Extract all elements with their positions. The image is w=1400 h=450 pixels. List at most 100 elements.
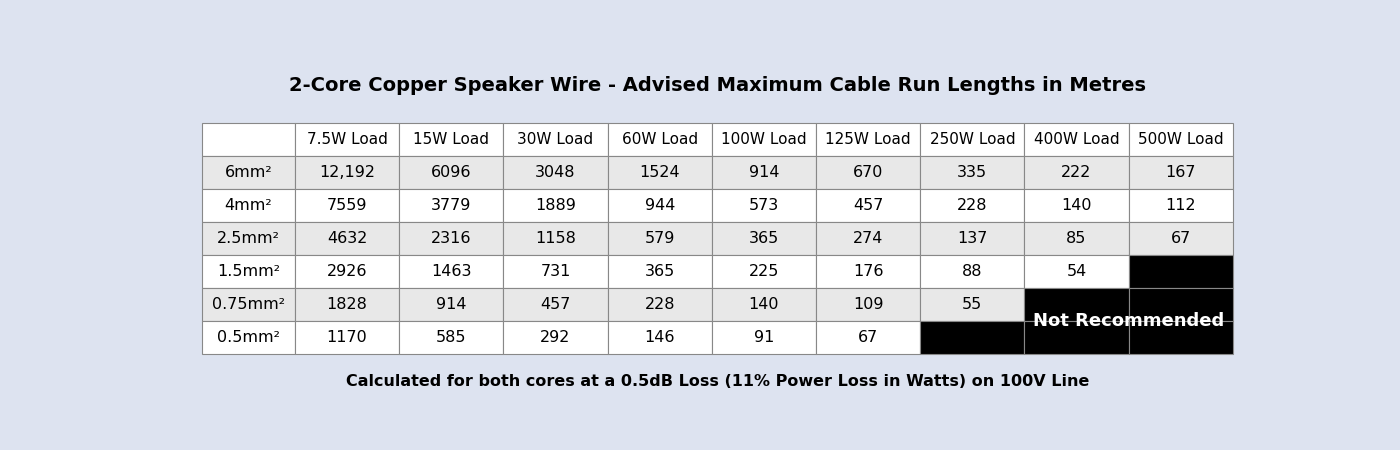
- Text: 1889: 1889: [535, 198, 575, 213]
- Bar: [608, 156, 711, 189]
- Bar: [920, 288, 1025, 321]
- Bar: [1128, 123, 1233, 156]
- Bar: [399, 321, 504, 354]
- Bar: [202, 123, 295, 156]
- Bar: [295, 321, 399, 354]
- Text: Calculated for both cores at a 0.5dB Loss (11% Power Loss in Watts) on 100V Line: Calculated for both cores at a 0.5dB Los…: [346, 374, 1089, 389]
- Bar: [295, 222, 399, 255]
- Text: 55: 55: [962, 297, 983, 312]
- Text: 67: 67: [1170, 231, 1191, 246]
- Bar: [711, 222, 816, 255]
- Bar: [1128, 156, 1233, 189]
- Bar: [920, 321, 1025, 354]
- Bar: [1025, 222, 1128, 255]
- Bar: [1128, 189, 1233, 222]
- Bar: [295, 123, 399, 156]
- Bar: [1128, 222, 1233, 255]
- Bar: [504, 321, 608, 354]
- Text: 140: 140: [749, 297, 780, 312]
- Text: 7559: 7559: [326, 198, 367, 213]
- Text: 100W Load: 100W Load: [721, 132, 806, 147]
- Text: 30W Load: 30W Load: [518, 132, 594, 147]
- Text: 944: 944: [644, 198, 675, 213]
- Bar: [920, 222, 1025, 255]
- Text: 1524: 1524: [640, 165, 680, 180]
- Text: 176: 176: [853, 264, 883, 279]
- Text: 1.5mm²: 1.5mm²: [217, 264, 280, 279]
- Text: 12,192: 12,192: [319, 165, 375, 180]
- Bar: [608, 321, 711, 354]
- Text: 85: 85: [1067, 231, 1086, 246]
- Bar: [1128, 255, 1233, 288]
- Bar: [202, 255, 295, 288]
- Bar: [202, 156, 295, 189]
- Bar: [711, 189, 816, 222]
- Bar: [920, 255, 1025, 288]
- Text: 500W Load: 500W Load: [1138, 132, 1224, 147]
- Bar: [920, 189, 1025, 222]
- Text: 225: 225: [749, 264, 780, 279]
- Bar: [816, 156, 920, 189]
- Text: 335: 335: [958, 165, 987, 180]
- Bar: [608, 222, 711, 255]
- Text: 54: 54: [1067, 264, 1086, 279]
- Text: 1170: 1170: [326, 330, 367, 345]
- Text: 1463: 1463: [431, 264, 472, 279]
- Text: 60W Load: 60W Load: [622, 132, 697, 147]
- Text: 109: 109: [853, 297, 883, 312]
- Text: 167: 167: [1166, 165, 1196, 180]
- Text: 0.5mm²: 0.5mm²: [217, 330, 280, 345]
- Text: 88: 88: [962, 264, 983, 279]
- Text: 125W Load: 125W Load: [826, 132, 911, 147]
- Bar: [504, 156, 608, 189]
- Text: 137: 137: [958, 231, 987, 246]
- Text: 6096: 6096: [431, 165, 472, 180]
- Bar: [295, 288, 399, 321]
- Text: 7.5W Load: 7.5W Load: [307, 132, 388, 147]
- Text: 292: 292: [540, 330, 571, 345]
- Text: 3779: 3779: [431, 198, 472, 213]
- Bar: [399, 222, 504, 255]
- Text: 4mm²: 4mm²: [225, 198, 273, 213]
- Bar: [504, 189, 608, 222]
- Bar: [816, 255, 920, 288]
- Text: 365: 365: [749, 231, 778, 246]
- Bar: [295, 189, 399, 222]
- Bar: [608, 288, 711, 321]
- Bar: [202, 189, 295, 222]
- Text: 585: 585: [435, 330, 466, 345]
- Bar: [816, 321, 920, 354]
- Text: 67: 67: [858, 330, 878, 345]
- Text: 4632: 4632: [328, 231, 367, 246]
- Bar: [608, 123, 711, 156]
- Bar: [504, 288, 608, 321]
- Bar: [608, 189, 711, 222]
- Bar: [1025, 156, 1128, 189]
- Text: 0.75mm²: 0.75mm²: [211, 297, 286, 312]
- Bar: [816, 123, 920, 156]
- Text: 2926: 2926: [326, 264, 367, 279]
- Bar: [399, 255, 504, 288]
- Bar: [1025, 255, 1128, 288]
- Bar: [711, 123, 816, 156]
- Bar: [711, 321, 816, 354]
- Text: 2.5mm²: 2.5mm²: [217, 231, 280, 246]
- Bar: [711, 255, 816, 288]
- Bar: [295, 156, 399, 189]
- Text: 573: 573: [749, 198, 778, 213]
- Text: 457: 457: [853, 198, 883, 213]
- Text: 1828: 1828: [326, 297, 368, 312]
- Bar: [1025, 123, 1128, 156]
- Text: 274: 274: [853, 231, 883, 246]
- Text: 914: 914: [435, 297, 466, 312]
- Bar: [504, 255, 608, 288]
- Bar: [816, 222, 920, 255]
- Bar: [1025, 288, 1128, 321]
- Bar: [202, 222, 295, 255]
- Text: 1158: 1158: [535, 231, 575, 246]
- Text: 2316: 2316: [431, 231, 472, 246]
- Text: 914: 914: [749, 165, 780, 180]
- Bar: [608, 255, 711, 288]
- Text: 15W Load: 15W Load: [413, 132, 490, 147]
- Text: 250W Load: 250W Load: [930, 132, 1015, 147]
